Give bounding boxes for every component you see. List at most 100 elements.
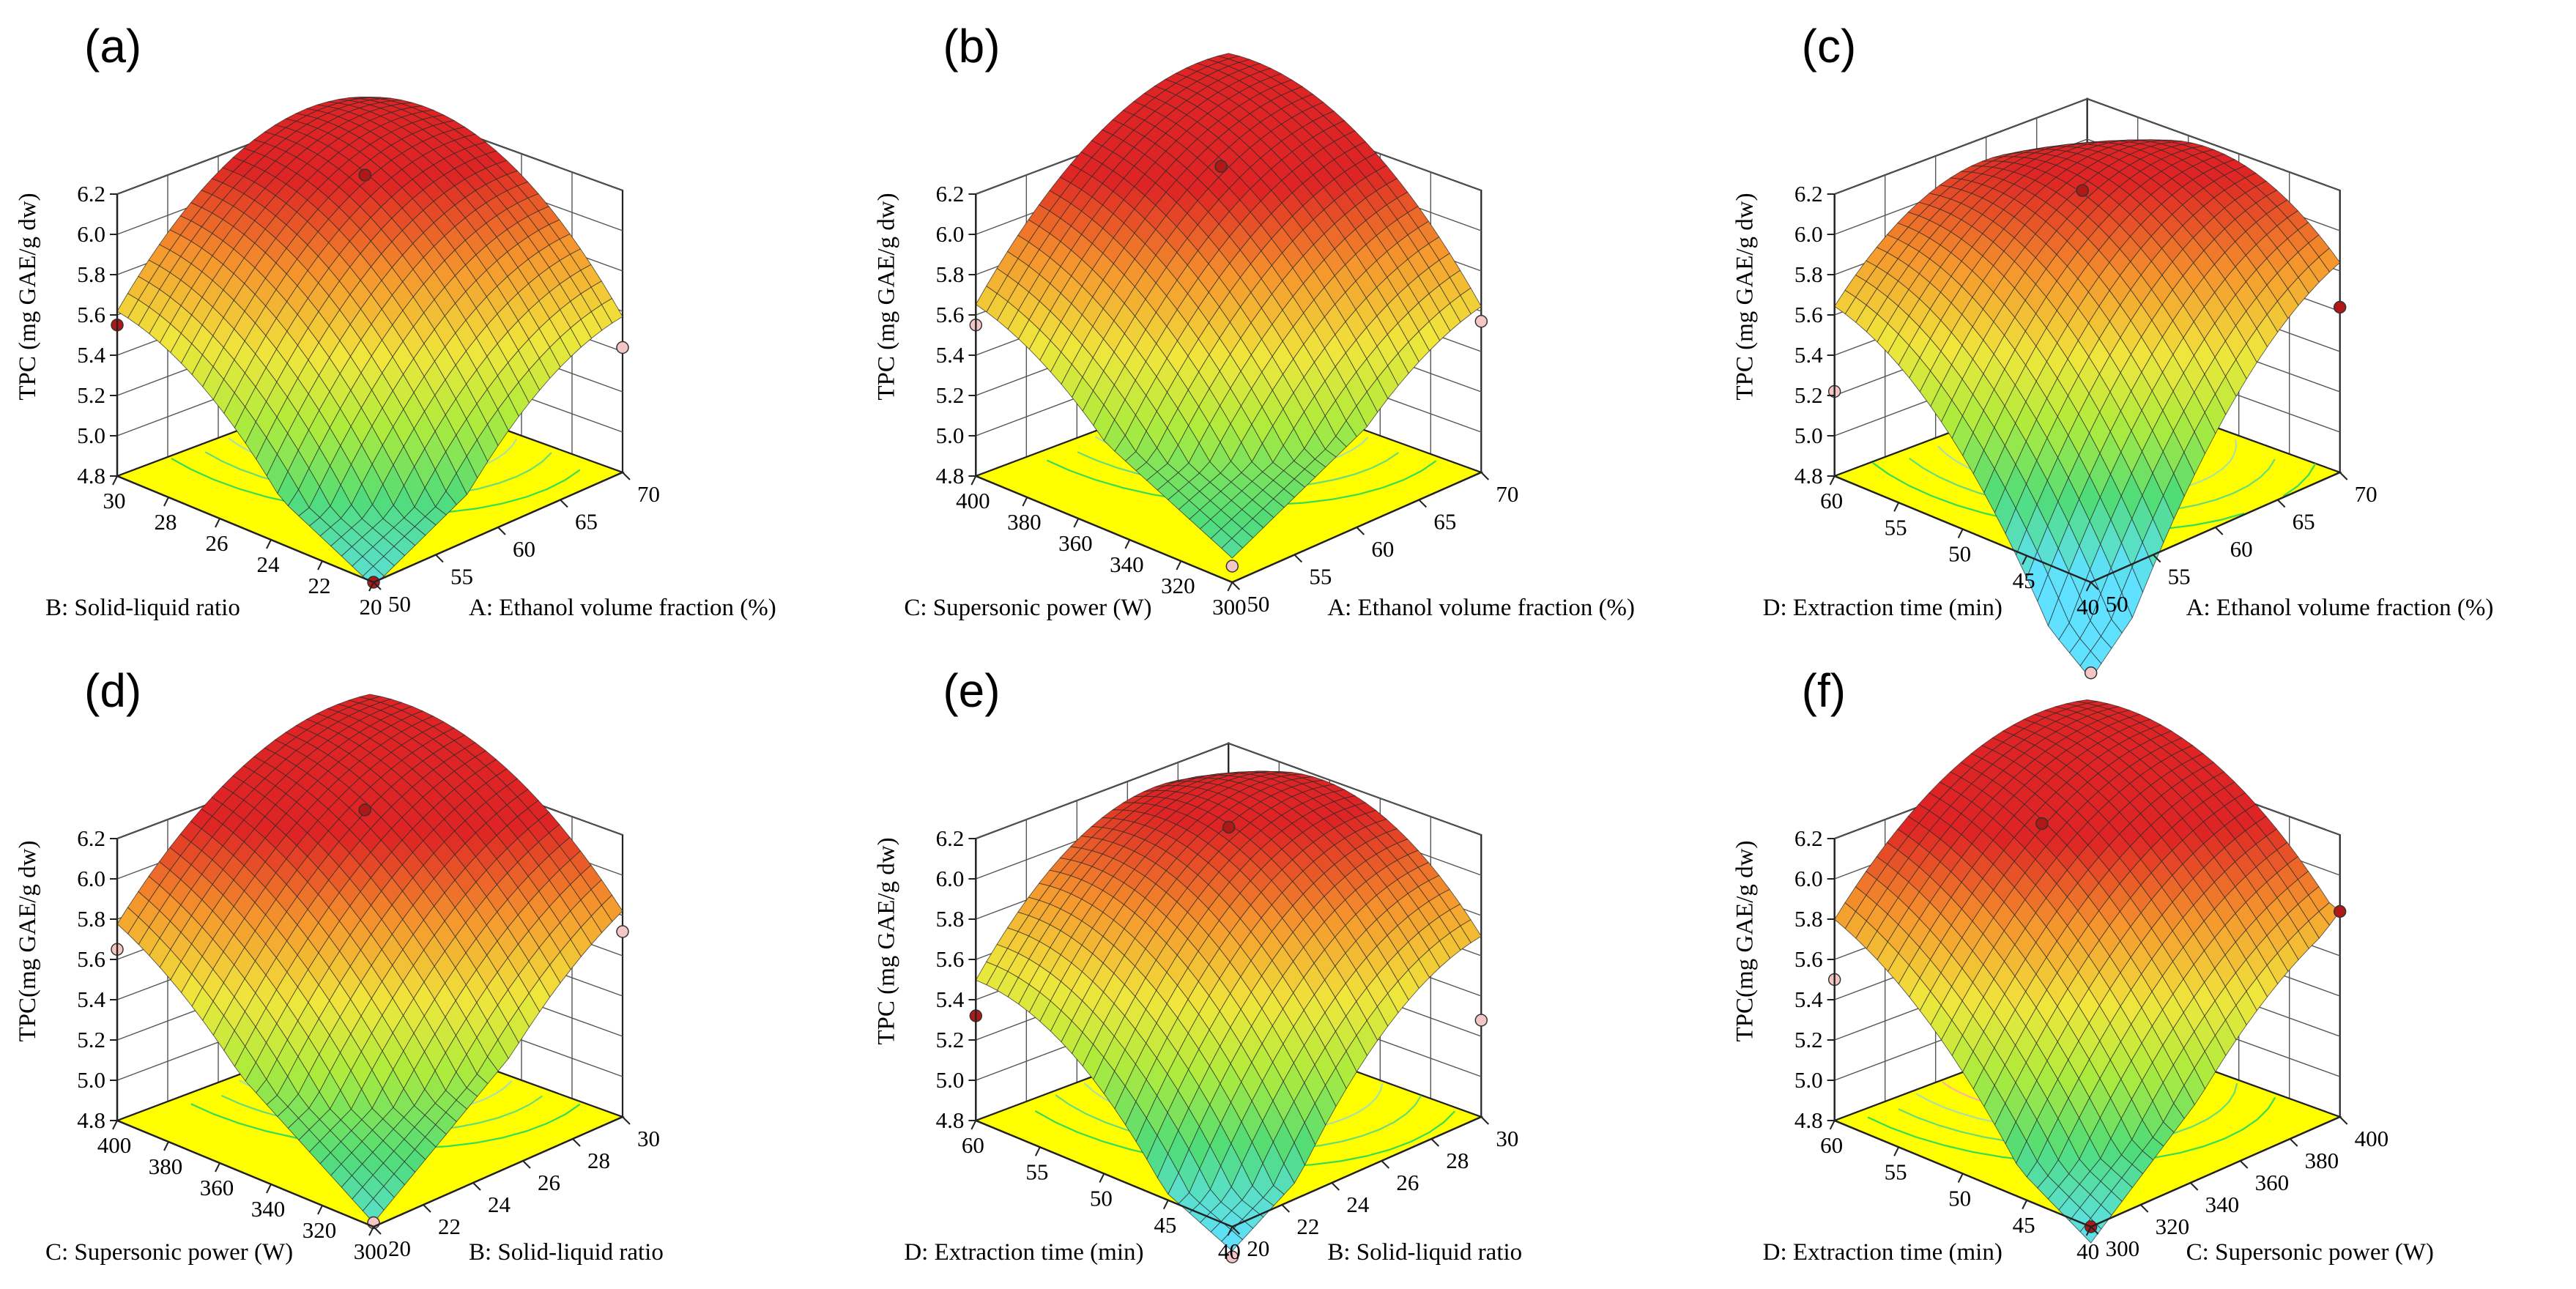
y-tick-mark [373,582,382,590]
z-tick-label: 5.4 [77,987,105,1012]
x-tick-mark [112,475,118,486]
x-tick-label: 60 [1820,488,1843,513]
z-tick-label: 6.2 [936,825,965,851]
y-tick-mark [2339,1116,2348,1125]
z-tick-label: 5.4 [77,342,105,368]
z-tick-label: 5.8 [77,906,105,932]
z-tick-label: 5.6 [1794,302,1823,327]
z-tick-label: 5.0 [77,423,105,448]
y-tick-label: 26 [538,1170,560,1195]
z-tick-label: 4.8 [1794,463,1823,489]
x-tick-label: 60 [1820,1132,1843,1158]
x-tick-label: 45 [1154,1212,1176,1238]
y-tick-mark [2214,527,2224,535]
x-axis-line [116,475,374,584]
z-axis-title: TPC (mg GAE/g dw) [1732,193,1759,400]
x-tick-label: 40 [1218,1238,1241,1264]
y-axis-title: A: Ethanol volume fraction (%) [469,595,776,621]
y-tick-mark [2289,1138,2298,1147]
x-tick-label: 400 [97,1132,132,1158]
y-tick-label: 65 [2293,509,2315,535]
z-tick-label: 6.2 [77,181,105,207]
z-axis-title: TPC(mg GAE/g dw) [1732,841,1759,1042]
x-tick-label: 380 [149,1154,183,1179]
y-tick-mark [572,1138,581,1147]
floor-contour [2282,463,2317,497]
x-tick-mark [1957,529,1964,538]
design-point [2076,184,2089,197]
x-tick-mark [1227,582,1233,592]
y-tick-label: 60 [513,536,535,562]
x-tick-mark [215,1162,220,1173]
z-tick-label: 4.8 [77,463,105,489]
x-tick-label: 30 [103,488,126,513]
z-tick-label: 6.2 [936,181,965,207]
panel-label: (b) [943,20,1000,73]
panel-a: (a) 4.8 5.0 5.2 5.4 5.6 5.8 6.0 6.2 TPC (mg GAE/g… [15,20,776,621]
y-axis-title: B: Solid-liquid ratio [469,1239,664,1266]
z-tick-label: 5.2 [1794,1027,1823,1052]
design-point [1474,1014,1488,1027]
y-tick-label: 50 [388,591,411,617]
z-tick-label: 6.0 [936,866,965,891]
x-tick-label: 340 [1110,551,1144,577]
x-axis-title: C: Supersonic power (W) [45,1239,293,1266]
panel-b: (b) 4.8 5.0 5.2 5.4 5.6 5.8 6.0 6.2 TPC (mg GAE/g… [873,20,1635,621]
x-tick-label: 55 [1885,1159,1907,1184]
design-point [616,925,629,938]
z-tick-label: 5.2 [936,1027,965,1052]
z-tick-label: 6.0 [77,221,105,247]
design-point [2035,817,2049,831]
z-tick-label: 5.2 [77,1027,105,1052]
x-tick-mark [1162,1200,1169,1210]
x-tick-mark [266,539,272,549]
x-axis-title: D: Extraction time (min) [1763,1239,2002,1266]
y-tick-mark [622,472,631,480]
z-tick-label: 4.8 [77,1107,105,1133]
panel-label: (c) [1802,20,1857,73]
surface-cell [1221,538,1244,559]
x-tick-label: 24 [257,551,281,577]
y-tick-mark [423,1204,431,1213]
y-tick-mark [435,554,444,563]
y-tick-label: 55 [2168,564,2191,590]
panel-label: (e) [943,664,1000,717]
y-tick-mark [1381,1160,1390,1169]
x-tick-mark [317,1205,323,1215]
panel-f: (f) 4.8 5.0 5.2 5.4 5.6 5.8 6.0 6.2 TPC(mg GAE/g … [1732,664,2434,1266]
y-tick-label: 26 [1396,1170,1419,1195]
x-tick-label: 45 [2013,1212,2035,1238]
z-axis-title: TPC (mg GAE/g dw) [15,193,41,400]
z-tick-label: 5.0 [1794,423,1823,448]
y-tick-label: 55 [1309,564,1332,590]
design-point [1214,160,1228,173]
z-axis-title: TPC(mg GAE/g dw) [15,841,41,1042]
design-point [358,803,371,817]
x-tick-label: 20 [360,594,382,620]
z-tick-label: 5.6 [936,946,965,972]
x-tick-label: 300 [1212,594,1247,620]
x-tick-mark [1893,1146,1900,1156]
z-tick-label: 4.8 [1794,1107,1823,1133]
z-tick-label: 5.2 [1794,382,1823,408]
x-tick-label: 55 [1025,1159,1048,1184]
y-tick-mark [522,1160,531,1169]
y-tick-label: 22 [1296,1214,1319,1239]
x-tick-label: 55 [1885,514,1907,540]
y-tick-label: 70 [2355,481,2378,507]
x-axis-title: D: Extraction time (min) [904,1239,1143,1266]
x-tick-label: 28 [155,509,177,535]
design-point [2333,300,2347,314]
z-tick-label: 5.2 [936,382,965,408]
z-tick-label: 5.0 [77,1067,105,1093]
z-tick-label: 6.2 [77,825,105,851]
panel-label: (a) [84,20,141,73]
y-axis-title: B: Solid-liquid ratio [1327,1239,1522,1266]
x-tick-mark [1034,1146,1041,1156]
x-tick-label: 400 [956,488,990,513]
x-tick-label: 26 [206,530,229,556]
x-tick-mark [1829,475,1836,486]
z-tick-label: 6.2 [1794,825,1823,851]
y-tick-mark [497,527,506,535]
